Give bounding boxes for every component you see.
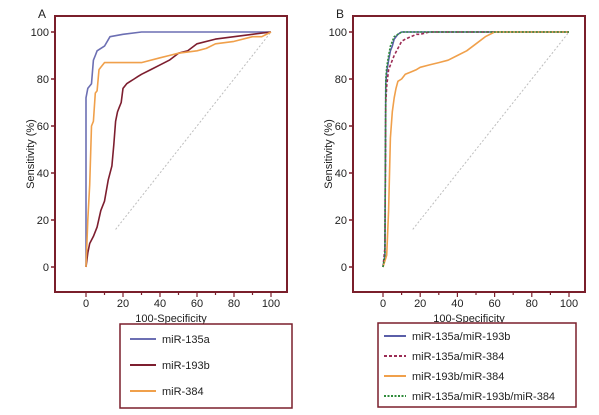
plot-frame: [352, 15, 586, 293]
roc-panel-a: A 0 20 40 60 80 100 0 20 40 60 80 100 100-Specificity…: [25, 7, 293, 409]
legend-entry-label: miR-135a: [162, 334, 211, 346]
x-axis-label: 100-Specificity: [433, 313, 505, 325]
legend-entry-label: miR-135a/miR-193b/miR-384: [412, 391, 555, 403]
legend-entry-label: miR-135a/miR-193b: [412, 331, 510, 343]
x-tick-label: 0: [380, 298, 386, 310]
legend-box: [377, 322, 577, 408]
y-axis-label: Sensitivity (%): [25, 119, 37, 189]
y-tick-label: 100: [329, 27, 347, 39]
y-tick-label: 60: [37, 121, 49, 133]
roc-curve-mir-384: [85, 31, 272, 268]
y-tick-label: 80: [37, 74, 49, 86]
roc-panel-b: B 0 20 40 60 80 100 0 20 40 60 80 100 100-Specificity…: [323, 7, 586, 408]
reference-diagonal: [412, 31, 570, 230]
y-tick-label: 80: [335, 74, 347, 86]
y-tick-label: 40: [37, 168, 49, 180]
legend-entry-label: miR-384: [162, 386, 204, 398]
x-tick-label: 40: [154, 298, 166, 310]
y-tick-label: 60: [335, 121, 347, 133]
x-tick-label: 20: [414, 298, 426, 310]
legend: miR-135a/miR-193b miR-135a/miR-384 miR-193…: [377, 322, 577, 408]
x-tick-label: 20: [117, 298, 129, 310]
plot-frame: [54, 15, 288, 293]
x-tick-label: 80: [228, 298, 240, 310]
roc-curve-mir-193b-mir-384: [382, 31, 569, 268]
x-tick-label: 60: [488, 298, 500, 310]
legend-entry-label: miR-193b: [162, 360, 210, 372]
panel-label: A: [38, 7, 46, 21]
x-axis-label: 100-Specificity: [135, 313, 207, 325]
y-tick-label: 20: [37, 215, 49, 227]
roc-curve-mir-193b: [85, 31, 272, 268]
legend-entry-label: miR-135a/miR-384: [412, 351, 504, 363]
x-tick-label: 80: [526, 298, 538, 310]
legend: miR-135a miR-193b miR-384: [119, 323, 293, 409]
x-tick-label: 40: [451, 298, 463, 310]
y-tick-label: 0: [341, 262, 347, 274]
y-tick-label: 100: [31, 27, 49, 39]
x-tick-label: 100: [262, 298, 280, 310]
y-tick-label: 40: [335, 168, 347, 180]
roc-curve-mir-135a-mir-384: [382, 31, 569, 268]
x-tick-label: 0: [83, 298, 89, 310]
panel-label: B: [336, 7, 344, 21]
roc-curve-mir-135a-mir-193b-mir-384: [382, 31, 569, 268]
x-tick-label: 60: [191, 298, 203, 310]
y-axis-label: Sensitivity (%): [323, 119, 335, 189]
legend-entry-label: miR-193b/miR-384: [412, 371, 504, 383]
y-tick-label: 20: [335, 215, 347, 227]
roc-curve-mir-135a: [85, 31, 271, 267]
x-tick-label: 100: [560, 298, 578, 310]
y-tick-label: 0: [43, 262, 49, 274]
reference-diagonal: [115, 31, 272, 230]
